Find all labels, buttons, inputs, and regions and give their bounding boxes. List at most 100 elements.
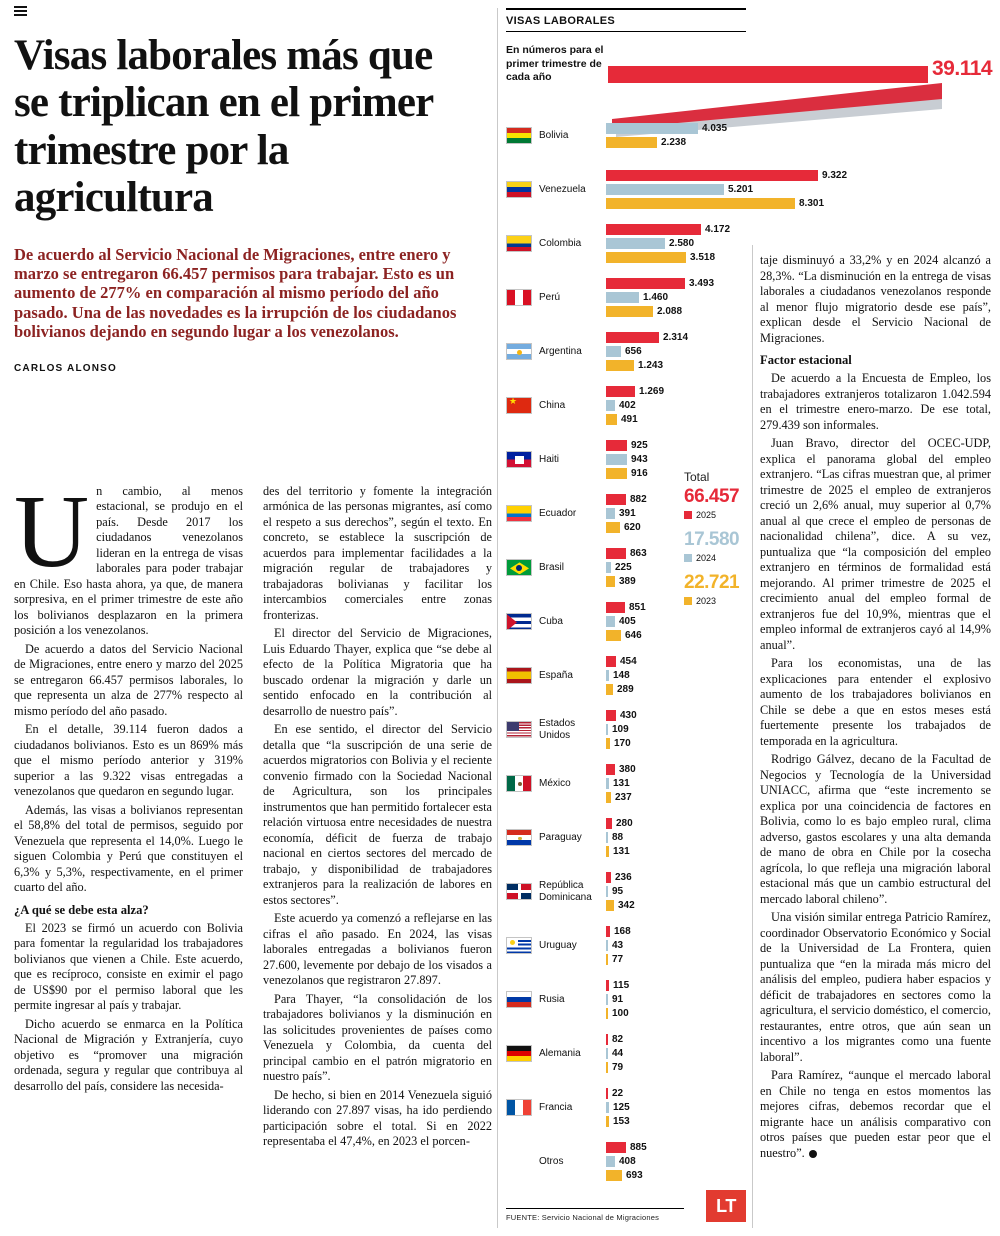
legend-total-2024: 17.580 (684, 528, 740, 550)
bar-2025 (606, 1142, 626, 1154)
bar-line: 109 (606, 724, 637, 736)
bar-value: 430 (620, 710, 637, 722)
chart-row: Colombia 4.172 2.580 3.518 (506, 217, 746, 271)
bar-value: 44 (612, 1048, 624, 1060)
country-label: Colombia (539, 238, 582, 250)
bar-value: 153 (613, 1116, 630, 1128)
chart-row: Uruguay 168 43 77 (506, 919, 746, 973)
chart-row: Haiti 925 943 916 (506, 433, 746, 487)
body-paragraph: En ese sentido, el director del Servicio… (263, 722, 492, 907)
body-paragraph: des del territorio y fomente la integrac… (263, 483, 492, 622)
byline: CARLOS ALONSO (14, 362, 118, 374)
country-label: España (539, 670, 573, 682)
bar-line: 430 (606, 710, 637, 722)
country-meta: Bolivia (506, 127, 606, 145)
bar-line: 342 (606, 900, 635, 912)
legend-total-2025: 66.457 (684, 486, 740, 507)
bar-2025 (606, 1034, 608, 1046)
bar-2023 (606, 137, 657, 149)
source-text: FUENTE: Servicio Nacional de Migraciones (506, 1213, 660, 1222)
chart-subtitle: En números para el primer trimestre de c… (506, 44, 604, 84)
bar-line: 943 (606, 454, 648, 466)
body-paragraph: Para Thayer, “la consolidación de los tr… (263, 991, 492, 1084)
country-label: China (539, 400, 566, 412)
bar-value: 168 (614, 926, 631, 938)
bar-line: 131 (606, 846, 633, 858)
legend-title: Total (684, 470, 710, 484)
body-paragraph: Además, las visas a bolivianos represent… (14, 802, 243, 895)
bar-line: 851 (606, 602, 646, 614)
bar-value: 131 (613, 846, 630, 858)
bar-group: 3.493 1.460 2.088 (606, 278, 714, 318)
bar-2023 (606, 576, 615, 588)
bar-value: 2.580 (669, 238, 695, 250)
bar-2024 (606, 940, 608, 952)
chart-row: Bolivia 4.035 2.238 (506, 109, 746, 163)
bar-line: 9.322 (606, 170, 847, 182)
country-meta: Haiti (506, 451, 606, 469)
bar-2023 (606, 792, 611, 804)
bar-value: 863 (630, 548, 647, 560)
flag-brasil (506, 559, 532, 577)
country-meta: ★ China (506, 397, 606, 415)
bar-2024 (606, 562, 611, 574)
country-label: Perú (539, 292, 561, 304)
bar-2024 (606, 832, 608, 844)
bar-line: 237 (606, 792, 636, 804)
body-paragraph: Juan Bravo, director del OCEC-UDP, expli… (760, 436, 991, 652)
bar-2025 (606, 656, 616, 668)
bar-value: 125 (613, 1102, 630, 1114)
flag-argentina (506, 343, 532, 361)
bar-line: 863 (606, 548, 647, 560)
bar-2025 (606, 602, 625, 614)
bar-value: 236 (615, 872, 632, 884)
bar-2024 (606, 184, 724, 196)
bar-group: 9.322 5.201 8.301 (606, 170, 847, 210)
flag-espana (506, 667, 532, 685)
bar-line: 2.580 (606, 238, 730, 250)
bar-line: 82 (606, 1034, 623, 1046)
chart-rows: Bolivia 4.035 2.238 Venezuela 9.322 5.201 8.30… (506, 109, 847, 1189)
bar-2025 (606, 224, 701, 236)
legend-year-2024: 2024 (684, 553, 750, 563)
legend-year-label: 2024 (696, 552, 717, 563)
flag-emblem (507, 614, 517, 630)
country-meta: Venezuela (506, 181, 606, 199)
bar-value: 646 (625, 630, 642, 642)
country-meta: Brasil (506, 559, 606, 577)
flag-haiti (506, 451, 532, 469)
bar-value: 280 (616, 818, 633, 830)
column-divider-right (752, 245, 753, 1228)
bar-value: 109 (612, 724, 629, 736)
bar-group: 1.269 402 491 (606, 386, 664, 426)
chart-row: México 380 131 237 (506, 757, 746, 811)
bar-group: 236 95 342 (606, 872, 635, 912)
chart-row: República Dominicana 236 95 342 (506, 865, 746, 919)
bar-line: 3.493 (606, 278, 714, 290)
headline: Visas laborales más que se triplican en … (14, 32, 433, 221)
bar-line: 153 (606, 1116, 630, 1128)
bar-group: 280 88 131 (606, 818, 633, 858)
bar-2023 (606, 1008, 608, 1020)
bolivia-2025-highlight-value: 39.114 (932, 57, 993, 80)
bar-group: 4.035 2.238 (606, 123, 728, 149)
body-paragraph: Una visión similar entrega Patricio Ramí… (760, 910, 991, 1064)
bar-value: 491 (621, 414, 638, 426)
bar-line: 391 (606, 508, 647, 520)
body-paragraph: taje disminuyó a 33,2% y en 2024 alcanzó… (760, 253, 991, 345)
chart-row: Perú 3.493 1.460 2.088 (506, 271, 746, 325)
flag-emblem (510, 940, 515, 946)
bar-2025 (606, 926, 610, 938)
menu-icon (14, 6, 27, 16)
bar-2025 (606, 1088, 608, 1100)
flag-rusia (506, 991, 532, 1009)
bar-value: 4.035 (702, 123, 728, 135)
bar-value: 225 (615, 562, 632, 574)
country-label: Ecuador (539, 508, 577, 520)
bar-2025 (606, 440, 627, 452)
country-label: Paraguay (539, 832, 582, 844)
bar-2024 (606, 292, 639, 304)
bar-line: 2.314 (606, 332, 688, 344)
